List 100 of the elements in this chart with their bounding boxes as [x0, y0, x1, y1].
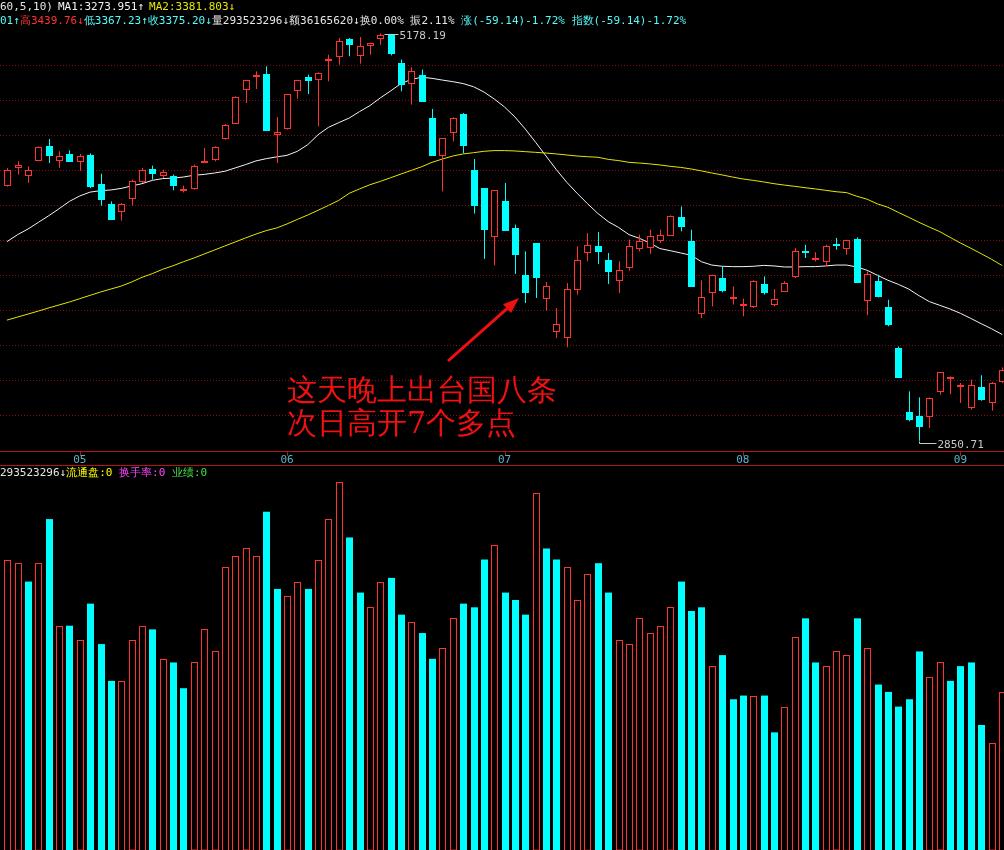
- candlestick: [761, 275, 768, 296]
- candlestick: [439, 137, 446, 192]
- candlestick: [336, 37, 343, 66]
- bar: [15, 563, 22, 850]
- bar: [678, 581, 685, 850]
- bar: [149, 629, 156, 850]
- bar: [833, 651, 840, 850]
- bar: [616, 640, 623, 850]
- candlestick: [305, 74, 312, 95]
- bar: [771, 732, 778, 850]
- bar: [926, 677, 933, 850]
- bar: [792, 637, 799, 850]
- bar: [398, 614, 405, 850]
- bar: [978, 724, 985, 850]
- bar: [274, 588, 281, 850]
- bar: [812, 662, 819, 850]
- chart-title: 293523296↓流通盘:0 换手率:0 业绩:0: [0, 466, 208, 479]
- candlestick: [98, 173, 105, 207]
- candlestick: [647, 229, 654, 255]
- candlestick: [450, 116, 457, 142]
- text: MA2:3381.803↓: [149, 0, 236, 13]
- bar: [906, 699, 913, 850]
- bar: [667, 607, 674, 850]
- bar: [512, 599, 519, 850]
- x-tick-label: 07: [497, 453, 512, 466]
- bar: [471, 607, 478, 850]
- bar: [688, 611, 695, 850]
- candlestick: [398, 59, 405, 92]
- bar: [170, 662, 177, 850]
- bar: [502, 592, 509, 850]
- bar: [25, 581, 32, 850]
- bar: [66, 625, 73, 850]
- bar: [4, 560, 11, 850]
- bar: [305, 588, 312, 850]
- x-tick-label: 09: [953, 453, 968, 466]
- bar: [77, 640, 84, 850]
- text: MA1:3273.951↑: [57, 0, 145, 13]
- candlestick: [616, 260, 623, 294]
- candlestick: [957, 382, 964, 404]
- bar: [481, 559, 488, 850]
- bar: [636, 618, 643, 850]
- candlestick: [926, 396, 933, 429]
- candlestick: [605, 252, 612, 285]
- x-tick-label: 08: [736, 453, 750, 466]
- bar: [429, 658, 436, 850]
- bar: [657, 626, 664, 850]
- x-tick-label: 05: [73, 453, 87, 466]
- bar: [761, 695, 768, 850]
- candlestick: [595, 231, 602, 265]
- candlestick: [129, 179, 136, 207]
- bar: [139, 626, 146, 850]
- bar: [916, 651, 923, 850]
- bar: [294, 582, 301, 850]
- bar: [222, 567, 229, 850]
- bar: [626, 644, 633, 850]
- bar: [605, 592, 612, 850]
- bar: [999, 692, 1004, 850]
- bar: [698, 607, 705, 850]
- candlestick: [46, 138, 53, 164]
- bar: [823, 666, 830, 850]
- candlestick: [667, 214, 674, 236]
- bar: [243, 548, 250, 850]
- bar: [118, 681, 125, 850]
- candlestick: [823, 244, 830, 267]
- bar: [574, 600, 581, 850]
- candlestick: [989, 381, 996, 412]
- candlestick: [522, 250, 529, 304]
- bar: [129, 640, 136, 850]
- bar: [377, 582, 384, 850]
- bar: [98, 644, 105, 850]
- bar: [989, 743, 996, 850]
- candlestick: [553, 307, 560, 339]
- bar: [843, 655, 850, 850]
- candlestick: [730, 285, 737, 306]
- bar: [740, 695, 747, 850]
- annotation: 2850.71: [937, 437, 984, 451]
- candlestick: [719, 265, 726, 293]
- candlestick: [978, 374, 985, 402]
- bar: [968, 662, 975, 850]
- bar: [937, 662, 944, 850]
- bar: [584, 574, 591, 850]
- bar: [709, 666, 716, 850]
- bar: [647, 633, 654, 850]
- bar: [191, 662, 198, 850]
- bar: [408, 622, 415, 850]
- annotation: 这天晚上出台国八条: [287, 372, 557, 407]
- candlestick: [937, 371, 944, 396]
- bar: [564, 567, 571, 850]
- bar: [533, 493, 540, 850]
- annotation: 次日高开7个多点: [287, 405, 517, 440]
- candlestick: [357, 36, 364, 65]
- candlestick: [346, 37, 353, 57]
- bar: [553, 559, 560, 850]
- candlestick: [325, 54, 332, 82]
- candlestick: [968, 379, 975, 411]
- bar: [160, 659, 167, 850]
- bar: [253, 556, 260, 850]
- bar: [284, 596, 291, 850]
- bar: [201, 629, 208, 850]
- candlestick: [4, 167, 11, 188]
